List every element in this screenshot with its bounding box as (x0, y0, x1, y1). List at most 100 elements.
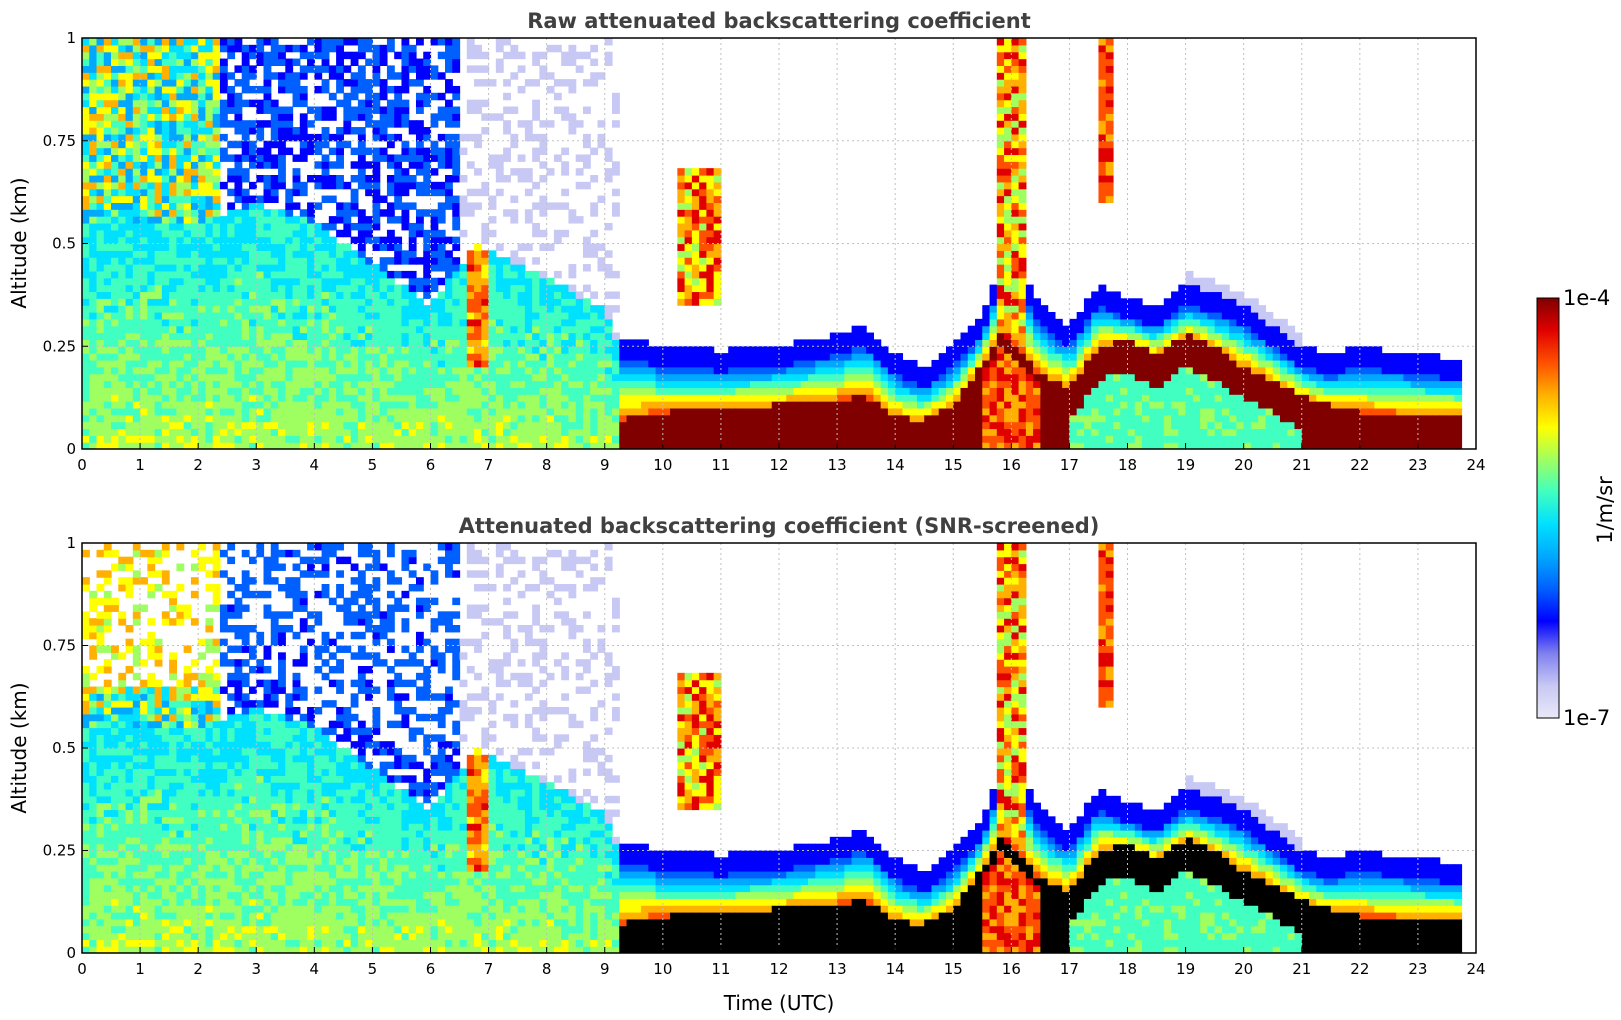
heatmap-cell (415, 79, 424, 87)
heatmap-cell (423, 353, 432, 361)
heatmap-cell (132, 366, 141, 375)
heatmap-cell (379, 407, 388, 416)
heatmap-cell (452, 65, 461, 73)
heatmap-cell (314, 133, 323, 142)
heatmap-cell (612, 387, 620, 395)
heatmap-cell (183, 305, 192, 313)
heatmap-cell (103, 120, 112, 128)
heatmap-cell (1091, 298, 1100, 306)
heatmap-cell (198, 401, 207, 409)
heatmap-cell (633, 380, 642, 388)
heatmap-cell (503, 387, 511, 395)
heatmap-cell (408, 318, 417, 327)
heatmap-cell (575, 168, 584, 176)
heatmap-cell (837, 421, 845, 430)
heatmap-cell (401, 394, 410, 402)
heatmap-cell (590, 435, 599, 443)
heatmap-cell (198, 72, 207, 80)
heatmap-cell (314, 147, 323, 156)
heatmap-cell (154, 270, 163, 279)
heatmap-cell (256, 106, 265, 114)
heatmap-cell (1054, 366, 1063, 375)
heatmap-cell (248, 243, 257, 251)
heatmap-cell (437, 72, 446, 80)
heatmap-cell (241, 339, 250, 347)
heatmap-cell (227, 202, 236, 210)
heatmap-cell (89, 394, 98, 402)
heatmap-cell (503, 79, 511, 87)
heatmap-cell (691, 257, 700, 265)
heatmap-cell (1054, 325, 1063, 334)
heatmap-cell (568, 79, 577, 87)
heatmap-cell (190, 216, 199, 224)
heatmap-cell (176, 264, 185, 272)
heatmap-cell (219, 339, 228, 347)
heatmap-cell (757, 394, 766, 402)
heatmap-cell (662, 353, 671, 361)
heatmap-cell (1018, 291, 1027, 299)
heatmap-cell (183, 353, 192, 361)
heatmap-cell (488, 387, 497, 395)
heatmap-cell (517, 154, 526, 162)
heatmap-cell (575, 435, 584, 443)
heatmap-cell (205, 140, 214, 149)
heatmap-cell (568, 428, 577, 436)
heatmap-cell (517, 298, 526, 306)
heatmap-cell (902, 373, 911, 382)
heatmap-cell (212, 147, 221, 156)
heatmap-cell (299, 85, 308, 94)
heatmap-cell (161, 127, 170, 135)
heatmap-cell (285, 72, 294, 80)
heatmap-cell (975, 346, 983, 354)
heatmap-cell (1025, 353, 1034, 361)
heatmap-cell (691, 284, 700, 293)
heatmap-cell (764, 387, 773, 395)
heatmap-cell (169, 195, 177, 203)
heatmap-cell (430, 38, 439, 46)
heatmap-cell (263, 79, 272, 87)
heatmap-cell (953, 414, 962, 423)
heatmap-cell (452, 154, 461, 162)
heatmap-cell (365, 387, 374, 395)
heatmap-cell (292, 222, 301, 231)
heatmap-cell (118, 312, 127, 320)
heatmap-cell (829, 387, 838, 395)
heatmap-cell (205, 65, 214, 73)
heatmap-cell (394, 202, 403, 210)
heatmap-cell (343, 387, 352, 395)
heatmap-cell (575, 373, 584, 382)
heatmap-cell (749, 373, 758, 382)
heatmap-cell (532, 298, 541, 306)
heatmap-cell (626, 428, 635, 436)
heatmap-cell (299, 264, 308, 272)
heatmap-cell (183, 291, 192, 299)
heatmap-cell (386, 216, 395, 224)
heatmap-cell (459, 133, 468, 142)
heatmap-cell (103, 312, 112, 320)
heatmap-cell (234, 264, 243, 272)
heatmap-cell (125, 85, 134, 94)
heatmap-cell (241, 346, 250, 354)
heatmap-cell (234, 401, 243, 409)
heatmap-cell (241, 366, 250, 375)
heatmap-cell (539, 346, 548, 354)
heatmap-cell (568, 346, 577, 354)
heatmap-cell (691, 222, 700, 231)
heatmap-cell (154, 298, 163, 306)
heatmap-cell (394, 312, 403, 320)
heatmap-cell (147, 339, 156, 347)
heatmap-cell (474, 442, 482, 449)
heatmap-cell (691, 243, 700, 251)
heatmap-cell (546, 346, 555, 354)
heatmap-cell (205, 79, 214, 87)
heatmap-cell (190, 133, 199, 142)
heatmap-cell (481, 407, 490, 416)
heatmap-cell (546, 414, 555, 423)
heatmap-cell (793, 380, 802, 388)
heatmap-cell (996, 332, 1005, 340)
heatmap-cell (379, 133, 388, 142)
heatmap-cell (829, 414, 838, 423)
heatmap-cell (132, 85, 141, 94)
heatmap-cell (111, 414, 119, 423)
heatmap-cell (829, 373, 838, 382)
